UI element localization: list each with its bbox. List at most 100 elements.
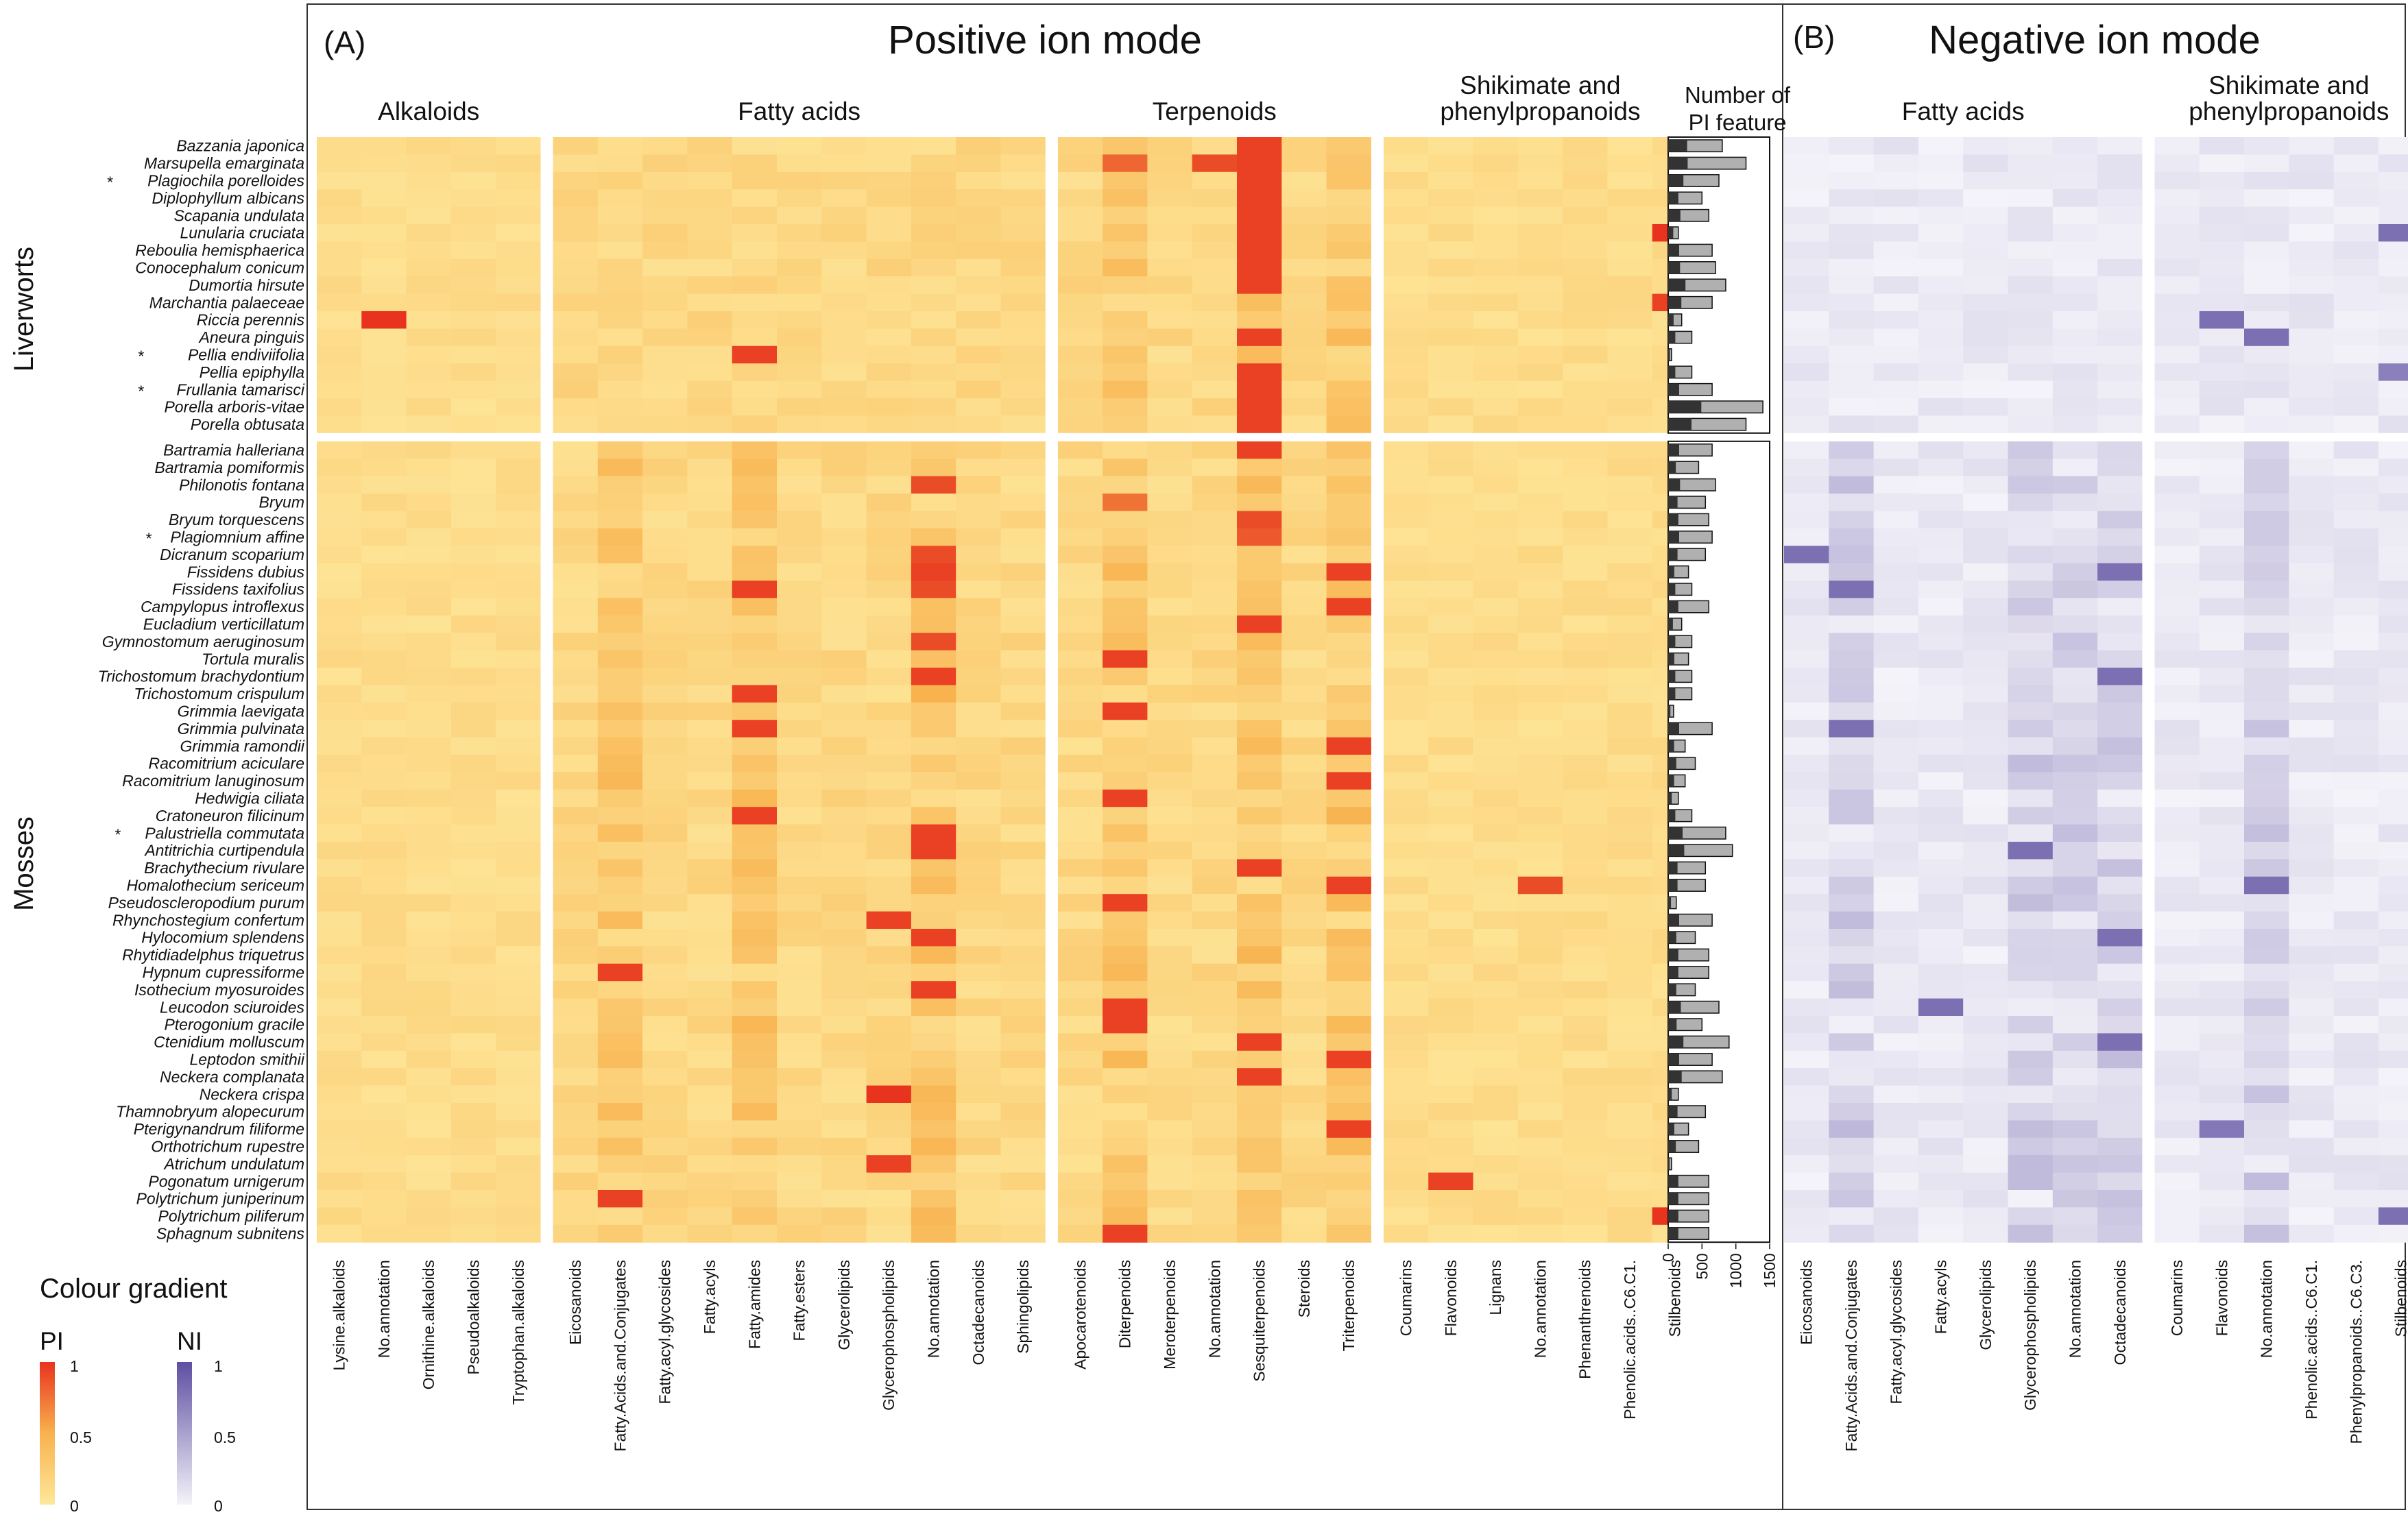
ni-cell	[2097, 807, 2143, 825]
pi-cell	[687, 911, 733, 929]
ni-cell	[2008, 755, 2054, 773]
pi-cell	[1281, 737, 1327, 755]
ni-cell	[1918, 241, 1964, 260]
ni-cell	[2097, 824, 2143, 842]
pi-cell	[1607, 1016, 1653, 1034]
pi-cell	[1057, 598, 1103, 616]
ni-cell	[1873, 1172, 1919, 1191]
pi-feature-bar-dark	[1668, 157, 1688, 169]
ni-cell	[2097, 1207, 2143, 1226]
pi-cell	[1563, 171, 1608, 190]
pi-cell	[1428, 137, 1474, 155]
ni-cell	[2244, 1190, 2289, 1208]
ni-cell	[2333, 963, 2379, 982]
pi-cell	[1563, 824, 1608, 842]
ni-cell	[1784, 476, 1829, 494]
pi-cell	[1103, 685, 1148, 703]
legend-pi-tick: 0.5	[70, 1429, 92, 1446]
pi-cell	[1237, 206, 1282, 225]
ni-cell	[2199, 633, 2245, 651]
pi-cell	[1147, 772, 1193, 790]
ni-cell	[2008, 1190, 2054, 1208]
pi-cell	[1057, 737, 1103, 755]
ni-cell	[1963, 441, 2009, 459]
pi-cell	[553, 929, 599, 947]
pi-cell	[1473, 824, 1519, 842]
pi-cell	[406, 876, 452, 895]
pi-cell	[642, 345, 688, 364]
pi-cell	[496, 1103, 542, 1121]
pi-cell	[1147, 946, 1193, 964]
asterisk-mark: *	[145, 530, 152, 548]
pi-cell	[1326, 1033, 1372, 1052]
pi-cell	[1237, 154, 1282, 173]
ni-cell	[1784, 1103, 1829, 1121]
pi-cell	[317, 380, 362, 399]
pi-feature-bar-dark	[1668, 862, 1678, 874]
ni-cell	[2378, 363, 2408, 382]
bar-axis-tick-label: 500	[1693, 1253, 1711, 1279]
pi-cell	[1428, 494, 1474, 511]
pi-cell	[821, 772, 867, 790]
pi-cell	[1517, 998, 1563, 1017]
pi-cell	[687, 276, 733, 295]
pi-cell	[597, 206, 643, 225]
pi-cell	[1281, 615, 1327, 633]
pi-cell	[406, 650, 452, 668]
pi-cell	[687, 328, 733, 347]
ni-cell	[2333, 1016, 2379, 1034]
pi-cell	[450, 1224, 496, 1243]
ni-cell	[1873, 258, 1919, 277]
ni-cell	[1873, 1033, 1919, 1052]
pi-cell	[1192, 528, 1238, 546]
pi-cell	[911, 206, 956, 225]
pi-cell	[1326, 946, 1372, 964]
pi-cell	[687, 563, 733, 581]
pi-cell	[1237, 511, 1282, 529]
ni-cell	[2008, 1155, 2054, 1174]
species-label: Plagiochila porelloides	[147, 172, 304, 190]
pi-cell	[1000, 1068, 1046, 1086]
ni-cell	[2008, 807, 2054, 825]
pi-cell	[642, 1190, 688, 1208]
pi-cell	[1383, 1207, 1429, 1226]
pi-cell	[732, 1016, 778, 1034]
pi-cell	[1326, 789, 1372, 807]
pi-cell	[821, 650, 867, 668]
ni-cell	[1918, 963, 1964, 982]
species-label: Polytrichum piliferum	[158, 1207, 304, 1225]
ni-cell	[2333, 807, 2379, 825]
pi-cell	[1563, 615, 1608, 633]
pi-cell	[1237, 1224, 1282, 1243]
pi-cell	[1237, 1033, 1282, 1052]
pi-cell	[911, 258, 956, 277]
pi-cell	[1563, 345, 1608, 364]
ni-cell	[1873, 476, 1919, 494]
pi-cell	[956, 1068, 1002, 1086]
pi-cell	[496, 345, 542, 364]
ni-cell	[2154, 459, 2200, 477]
pi-cell	[1103, 963, 1148, 982]
ni-cell	[1784, 1050, 1829, 1069]
pi-cell	[911, 581, 956, 598]
pi-cell	[1237, 476, 1282, 494]
pi-category-label: Steroids	[1295, 1260, 1313, 1317]
pi-cell	[1057, 224, 1103, 242]
ni-cell	[1963, 876, 2009, 895]
pi-cell	[1192, 981, 1238, 999]
pi-cell	[1147, 633, 1193, 651]
pi-cell	[1000, 1137, 1046, 1156]
ni-cell	[2008, 859, 2054, 877]
ni-cell	[2244, 1207, 2289, 1226]
pi-cell	[597, 311, 643, 329]
ni-cell	[2378, 1190, 2408, 1208]
ni-cell	[1873, 894, 1919, 912]
pi-cell	[1517, 1137, 1563, 1156]
ni-cell	[2199, 258, 2245, 277]
pi-cell	[821, 668, 867, 685]
ni-cell	[2154, 258, 2200, 277]
pi-cell	[1192, 1068, 1238, 1086]
pi-cell	[1563, 1120, 1608, 1139]
ni-cell	[1873, 911, 1919, 929]
pi-cell	[821, 1224, 867, 1243]
